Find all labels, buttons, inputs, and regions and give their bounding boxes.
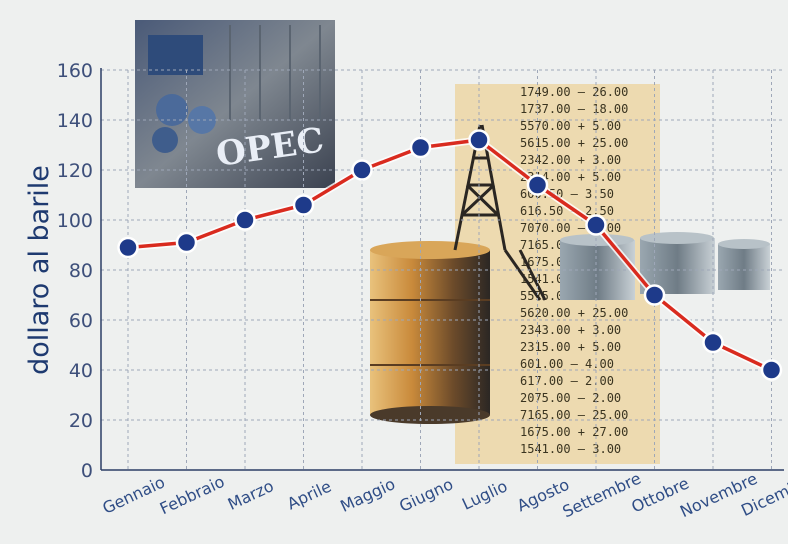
series-line-group xyxy=(117,129,783,381)
oil-barrel xyxy=(370,241,490,424)
y-tick-label: 40 xyxy=(69,360,93,382)
data-point xyxy=(702,331,724,354)
y-tick-label: 80 xyxy=(69,260,93,282)
x-tick-label: Luglio xyxy=(459,476,510,513)
x-tick-label: Maggio xyxy=(337,474,398,516)
price-sheet-row: 2075.00 — 2.00 xyxy=(520,391,621,405)
price-sheet-row: 1541.00 — 3.00 xyxy=(520,442,621,456)
data-point xyxy=(643,284,666,306)
data-point xyxy=(468,129,490,151)
x-tick-label: Febbraio xyxy=(157,472,228,518)
price-sheet-row: 2315.00 + 5.00 xyxy=(520,340,621,354)
price-sheet-row: 2343.00 + 3.00 xyxy=(520,323,621,337)
price-sheet-row: 2342.00 + 3.00 xyxy=(520,153,621,167)
y-axis-label: dollaro al barile xyxy=(24,165,55,375)
data-point xyxy=(585,214,607,236)
data-point xyxy=(175,231,198,254)
y-tick-label: 60 xyxy=(69,310,93,332)
data-point xyxy=(760,359,783,381)
price-sheet-row: 616.50 — 2.50 xyxy=(520,204,614,218)
price-sheet-row: 7165.00 xyxy=(520,238,571,252)
storage-tanks xyxy=(560,232,770,300)
price-sheet-row: 5570.00 + 5.00 xyxy=(520,119,621,133)
price-sheet-row: 7165.00 — 25.00 xyxy=(520,408,628,422)
price-sheet-row: 1749.00 — 26.00 xyxy=(520,85,628,99)
price-sheet-row: 5615.00 + 25.00 xyxy=(520,136,628,150)
oil-illustration: 1749.00 — 26.00 1737.00 — 18.00 5570.00 + … xyxy=(135,20,770,464)
x-tick-label: Marzo xyxy=(225,476,277,514)
data-point xyxy=(234,209,256,231)
y-tick-label: 0 xyxy=(81,460,93,482)
y-tick-label: 160 xyxy=(57,60,93,82)
x-tick-label: Gennaio xyxy=(99,472,167,517)
price-sheet-row: 1675.00 + 27.00 xyxy=(520,425,628,439)
x-tick-label: Aprile xyxy=(284,477,334,514)
y-tick-label: 100 xyxy=(57,210,93,232)
price-sheet-row: 1737.00 — 18.00 xyxy=(520,102,628,116)
data-point xyxy=(526,174,549,196)
y-tick-label: 140 xyxy=(57,110,93,132)
opec-photo: OPEC xyxy=(135,20,335,188)
data-point xyxy=(117,236,139,259)
data-point xyxy=(351,159,373,181)
price-sheet-row: 1675.00 xyxy=(520,255,571,269)
price-sheet-row: 617.00 — 2.00 xyxy=(520,374,614,388)
y-tick-label: 20 xyxy=(69,410,93,432)
y-tick-labels: 0 20 40 60 80 100 120 140 160 xyxy=(57,60,93,482)
x-tick-label: Giugno xyxy=(396,474,456,515)
data-point xyxy=(292,194,315,216)
data-point xyxy=(409,136,432,159)
y-tick-label: 120 xyxy=(57,160,93,182)
chart-axes xyxy=(100,68,784,471)
price-sheet-row: 601.00 — 4.00 xyxy=(520,357,614,371)
price-sheet-row: 5620.00 + 25.00 xyxy=(520,306,628,320)
x-tick-label: Settembre xyxy=(560,469,644,522)
